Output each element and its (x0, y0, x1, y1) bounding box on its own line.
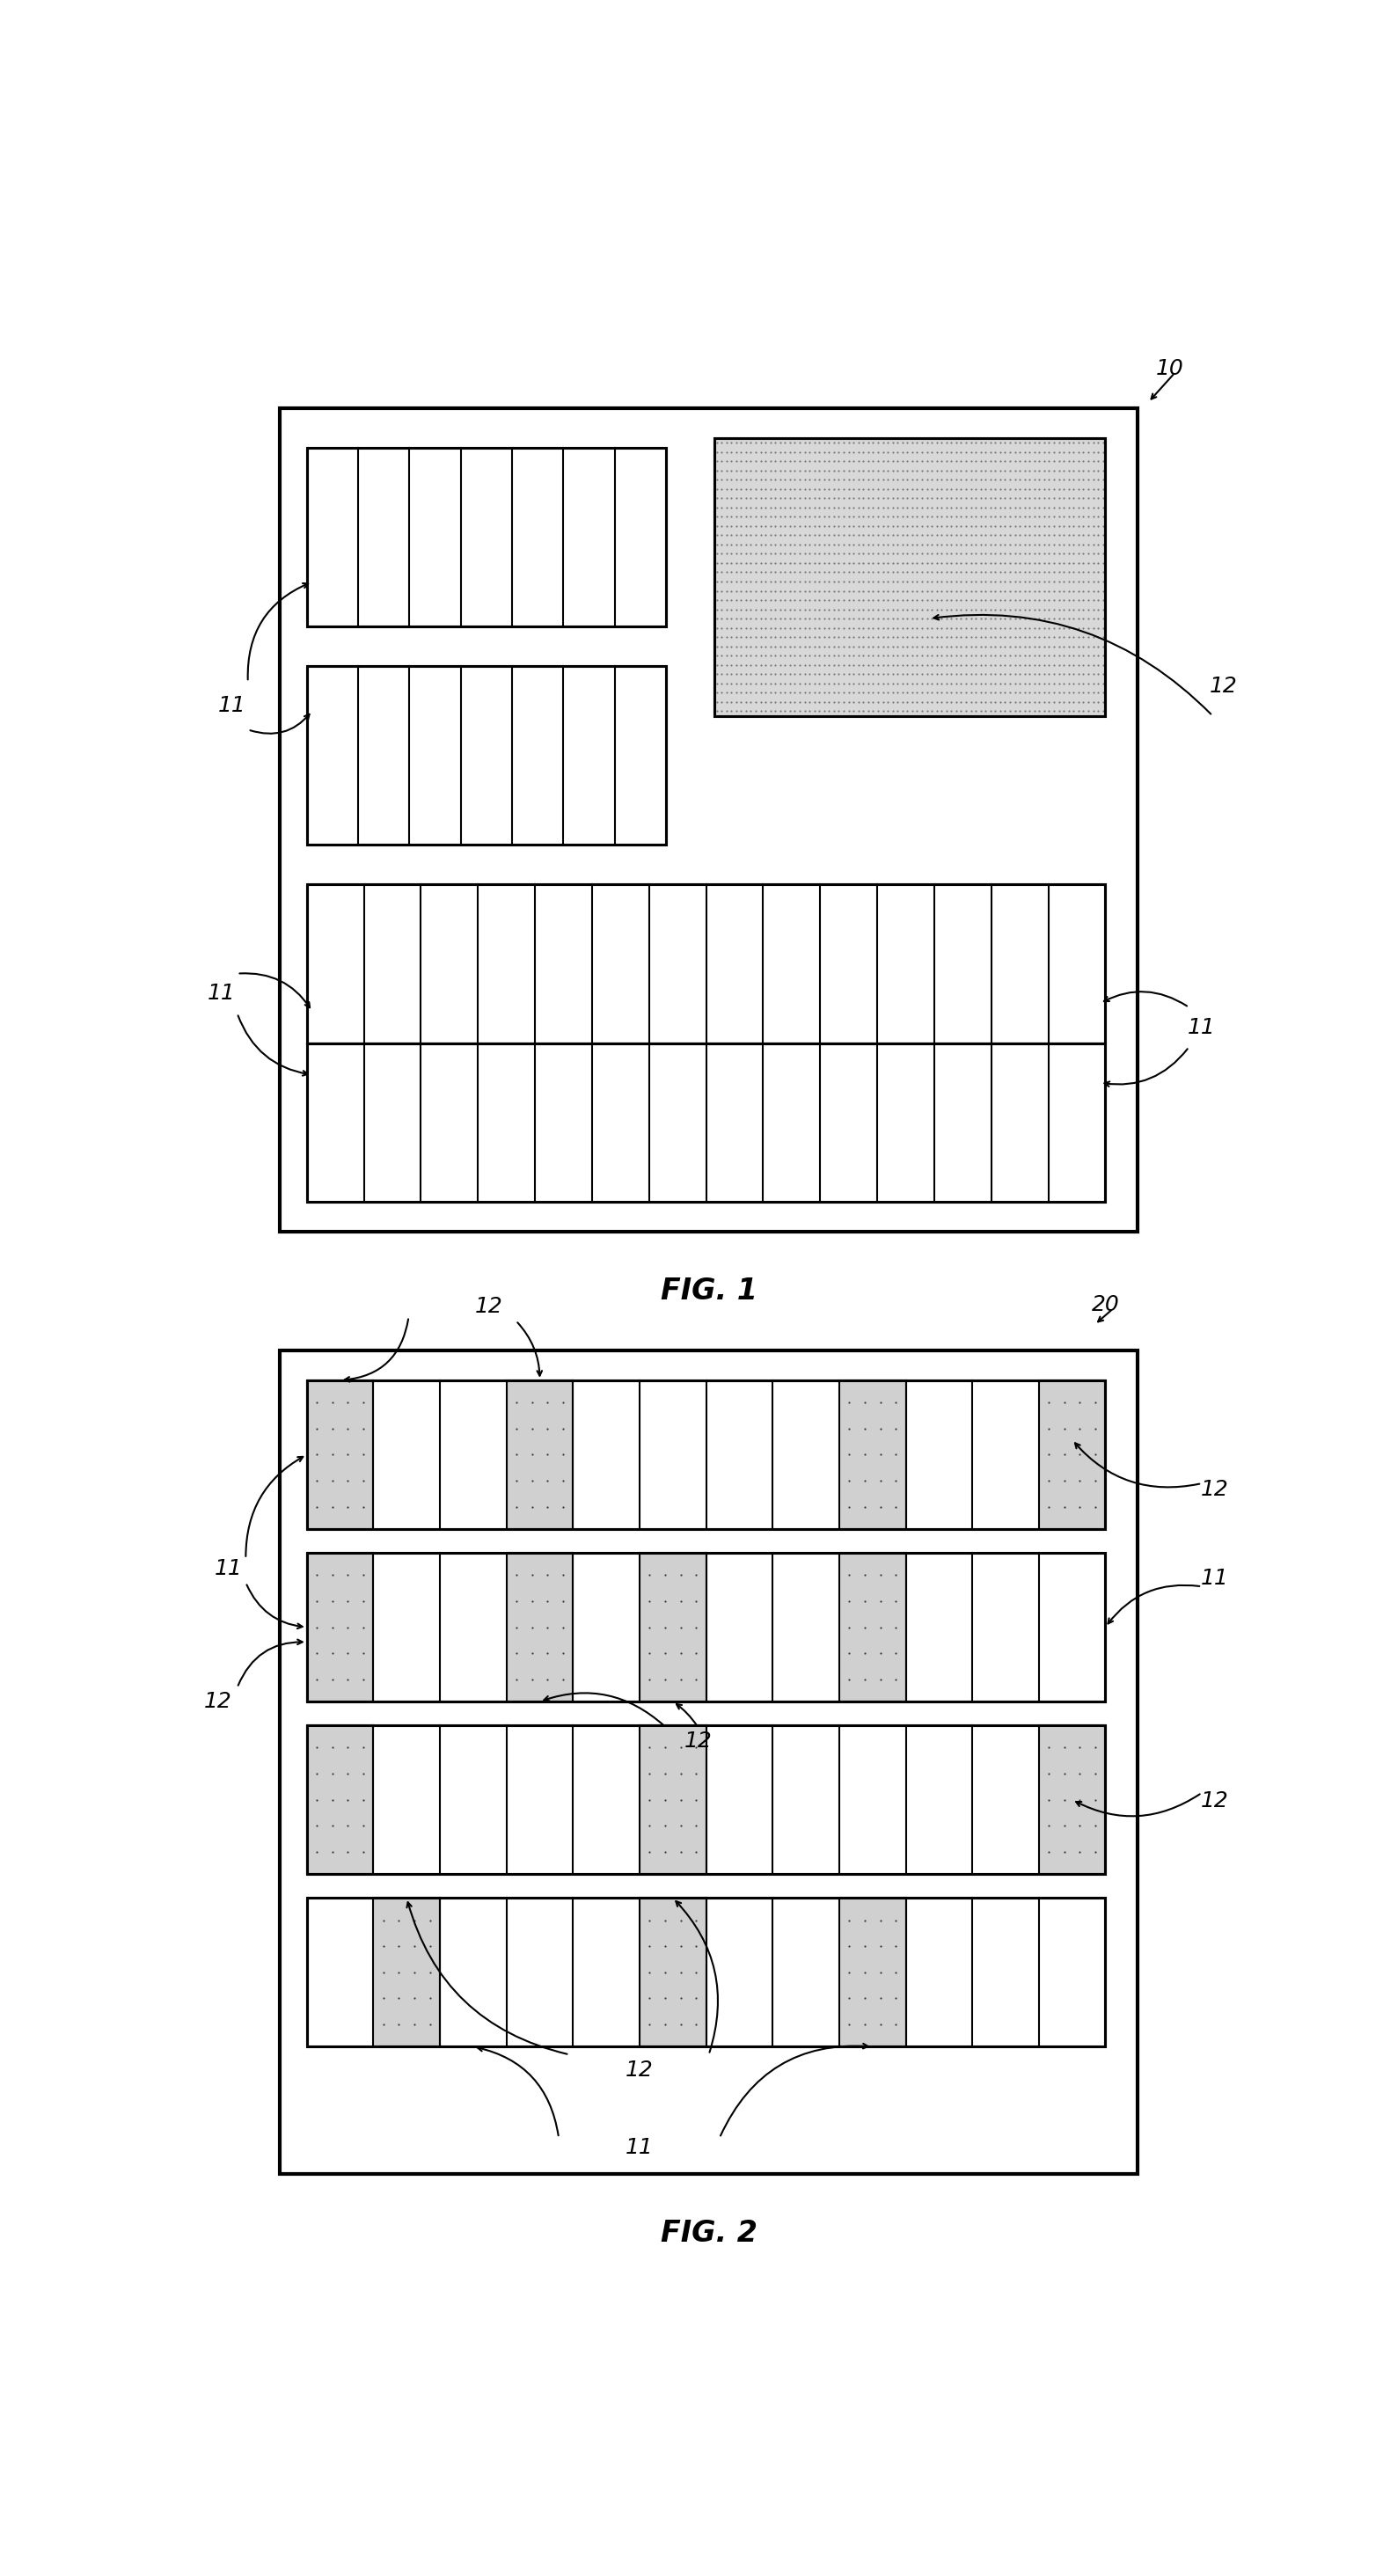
Bar (839, 1553, 906, 1703)
Text: 12: 12 (203, 1690, 232, 1713)
Bar (839, 1899, 906, 2048)
Bar (307, 1043, 1105, 1200)
Bar (307, 667, 667, 845)
Text: 12: 12 (1200, 1790, 1228, 1811)
Bar (279, 410, 1138, 1231)
Bar (839, 1381, 906, 1530)
Text: 11: 11 (214, 1558, 242, 1579)
Bar (307, 1553, 1105, 1703)
Text: 20: 20 (1091, 1293, 1119, 1316)
Bar (307, 1553, 373, 1703)
Bar (714, 438, 1105, 716)
Bar (307, 1899, 1105, 2048)
Text: 12: 12 (685, 1731, 712, 1752)
Bar (307, 448, 667, 626)
Bar (639, 1899, 707, 2048)
Bar (307, 1899, 1105, 2048)
Text: 10: 10 (1156, 358, 1184, 379)
Bar (307, 1381, 373, 1530)
Text: 12: 12 (1209, 675, 1238, 696)
Bar (307, 667, 667, 845)
Bar (639, 1553, 707, 1703)
Bar (307, 884, 1105, 1043)
Text: FIG. 2: FIG. 2 (661, 2218, 757, 2249)
Text: 11: 11 (207, 984, 235, 1005)
Bar (307, 1381, 1105, 1530)
Bar (307, 448, 667, 626)
Bar (307, 1553, 1105, 1703)
Bar (639, 1726, 707, 1875)
Text: 11: 11 (219, 696, 246, 716)
Bar (307, 884, 1105, 1043)
Bar (279, 1350, 1138, 2174)
Bar (307, 1381, 1105, 1530)
Text: 11: 11 (625, 2138, 653, 2159)
Bar (307, 1726, 373, 1875)
Text: 12: 12 (625, 2061, 653, 2081)
Bar (307, 1726, 1105, 1875)
Text: 11: 11 (1200, 1569, 1228, 1589)
Bar (307, 1043, 1105, 1200)
Bar (1039, 1381, 1105, 1530)
Bar (506, 1381, 573, 1530)
Bar (373, 1899, 440, 2048)
Bar (506, 1553, 573, 1703)
Bar (1039, 1726, 1105, 1875)
Text: FIG. 1: FIG. 1 (661, 1278, 757, 1306)
Bar (307, 1726, 1105, 1875)
Text: 11: 11 (1188, 1018, 1216, 1038)
Bar (714, 438, 1105, 716)
Text: 12: 12 (1200, 1479, 1228, 1499)
Text: 12: 12 (476, 1296, 503, 1316)
